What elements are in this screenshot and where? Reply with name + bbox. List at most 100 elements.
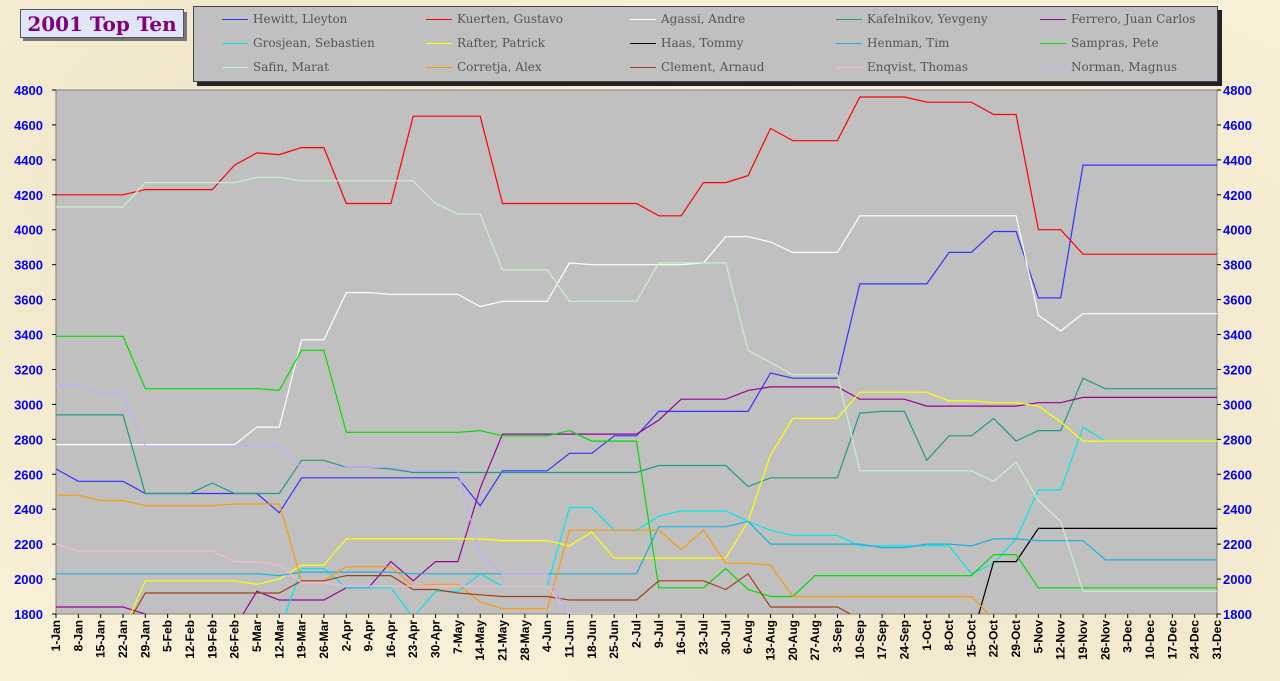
legend-label: Kafelnikov, Yevgeny (867, 12, 988, 26)
x-tick-label: 31-Dec (1210, 620, 1224, 660)
legend-item-kuerten-gustavo: Kuerten, Gustavo (426, 10, 563, 28)
y-tick-label-left: 4600 (14, 118, 43, 133)
legend-label: Corretja, Alex (457, 60, 542, 74)
legend-label: Clement, Arnaud (661, 60, 765, 74)
x-tick-label: 13-Aug (763, 620, 777, 661)
y-tick-label-left: 4200 (14, 188, 43, 203)
x-tick-label: 24-Sep (897, 620, 911, 659)
legend-item-norman-magnus: Norman, Magnus (1040, 58, 1177, 76)
x-tick-label: 29-Jan (138, 620, 152, 658)
x-tick-label: 20-Aug (786, 620, 800, 661)
legend-item-agassi-andre: Agassi, Andre (630, 10, 745, 28)
x-tick-label: 22-Oct (987, 620, 1001, 657)
series-line-ferrero-juan-carlos (56, 386, 1217, 614)
x-tick-label: 12-Feb (183, 620, 197, 659)
series-line-rafter-patrick (130, 391, 1217, 614)
y-tick-label-right: 2800 (1223, 432, 1252, 447)
x-tick-label: 9-Apr (362, 620, 376, 652)
legend-swatch (836, 42, 862, 44)
y-tick-label-left: 2600 (14, 467, 43, 482)
legend-label: Agassi, Andre (661, 12, 746, 26)
x-tick-label: 1-Oct (920, 620, 934, 651)
legend-item-safin-marat: Safin, Marat (222, 58, 329, 76)
x-tick-label: 17-Sep (875, 620, 889, 659)
x-tick-label: 11-Jun (563, 620, 577, 658)
legend-item-grosjean-sebastien: Grosjean, Sebastien (222, 34, 375, 52)
x-tick-label: 19-Nov (1076, 620, 1090, 660)
legend-label: Sampras, Pete (1071, 36, 1159, 50)
x-tick-label: 2-Jul (630, 620, 644, 648)
plot-area (55, 89, 1218, 615)
legend-item-haas-tommy: Haas, Tommy (630, 34, 743, 52)
x-tick-label: 18-Jun (585, 620, 599, 659)
x-tick-label: 3-Sep (830, 620, 844, 653)
legend-item-sampras-pete: Sampras, Pete (1040, 34, 1159, 52)
x-tick-label: 26-Feb (228, 620, 242, 659)
legend-swatch (630, 66, 656, 68)
series-line-enqvist-thomas (56, 543, 641, 614)
y-tick-label-right: 2000 (1223, 572, 1252, 587)
legend-swatch (426, 18, 452, 20)
series-line-safin-marat (56, 176, 1217, 592)
legend-swatch (426, 66, 452, 68)
x-tick-label: 21-May (496, 620, 510, 661)
x-tick-label: 29-Oct (1009, 620, 1023, 657)
y-tick-label-left: 2200 (14, 537, 43, 552)
y-tick-label-right: 2200 (1223, 537, 1252, 552)
y-tick-label-left: 3800 (14, 258, 43, 273)
x-tick-label: 19-Mar (295, 620, 309, 659)
series-line-norman-magnus (56, 384, 569, 614)
y-tick-label-left: 3400 (14, 328, 43, 343)
legend-item-enqvist-thomas: Enqvist, Thomas (836, 58, 968, 76)
legend-label: Ferrero, Juan Carlos (1071, 12, 1196, 26)
x-tick-label: 22-Jan (116, 620, 130, 658)
legend-swatch (426, 42, 452, 44)
y-tick-label-right: 4000 (1223, 223, 1252, 238)
legend-label: Henman, Tim (867, 36, 950, 50)
x-tick-label: 8-Jan (71, 620, 85, 651)
series-line-kuerten-gustavo (56, 96, 1217, 255)
legend-label: Kuerten, Gustavo (457, 12, 564, 26)
x-tick-label: 25-Jun (607, 620, 621, 659)
y-tick-label-right: 4200 (1223, 188, 1252, 203)
legend-swatch (222, 42, 248, 44)
y-tick-label-right: 2600 (1223, 467, 1252, 482)
legend-label: Rafter, Patrick (457, 36, 545, 50)
y-tick-label-left: 3200 (14, 362, 43, 377)
legend-item-corretja-alex: Corretja, Alex (426, 58, 542, 76)
legend-swatch (630, 42, 656, 44)
series-line-corretja-alex (56, 494, 990, 614)
x-tick-label: 30-Apr (429, 620, 443, 658)
y-tick-label-right: 4800 (1223, 83, 1252, 98)
legend-item-rafter-patrick: Rafter, Patrick (426, 34, 545, 52)
y-tick-label-left: 1800 (14, 607, 43, 622)
legend-item-hewitt-lleyton: Hewitt, Lleyton (222, 10, 347, 28)
y-tick-label-right: 3000 (1223, 397, 1252, 412)
x-tick-label: 12-Nov (1054, 620, 1068, 660)
legend-swatch (222, 18, 248, 20)
series-line-henman-tim (56, 520, 1217, 577)
y-tick-label-left: 4800 (14, 83, 43, 98)
y-tick-label-left: 2800 (14, 432, 43, 447)
legend-label: Enqvist, Thomas (867, 60, 969, 74)
legend-swatch (836, 66, 862, 68)
legend: Hewitt, Lleyton Kuerten, Gustavo Agassi, A… (193, 6, 1218, 82)
x-tick-label: 15-Oct (964, 620, 978, 657)
x-tick-label: 14-May (473, 620, 487, 661)
x-tick-label: 8-Oct (942, 620, 956, 651)
x-tick-label: 16-Apr (384, 620, 398, 658)
x-tick-label: 1-Jan (49, 620, 63, 651)
y-tick-label-left: 3000 (14, 397, 43, 412)
x-tick-label: 3-Dec (1121, 620, 1135, 653)
series-line-clement-arnaud (132, 572, 852, 614)
series-group (56, 96, 1217, 614)
x-tick-label: 19-Feb (205, 620, 219, 659)
x-tick-label: 12-Mar (272, 620, 286, 659)
legend-label: Haas, Tommy (661, 36, 744, 50)
x-tick-label: 10-Dec (1143, 620, 1157, 660)
x-tick-label: 5-Mar (250, 620, 264, 652)
x-tick-label: 17-Dec (1165, 620, 1179, 660)
x-tick-label: 6-Aug (741, 620, 755, 654)
x-tick-label: 5-Nov (1031, 620, 1045, 654)
legend-item-clement-arnaud: Clement, Arnaud (630, 58, 764, 76)
